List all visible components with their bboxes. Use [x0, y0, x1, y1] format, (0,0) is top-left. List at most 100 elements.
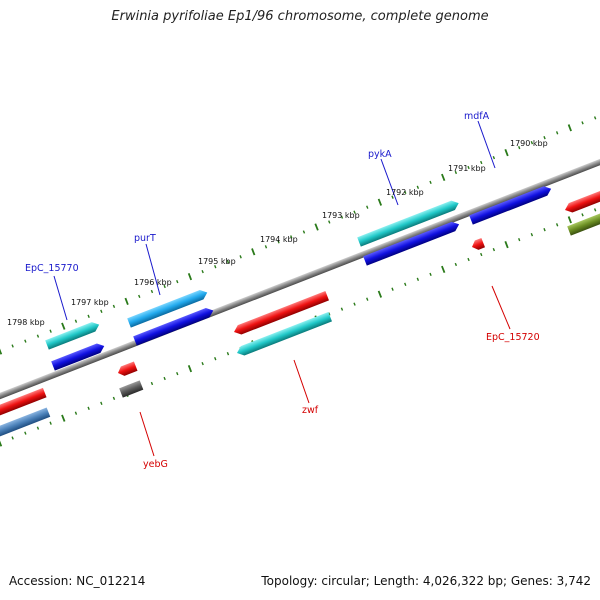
leader-epc15770 — [53, 275, 68, 321]
scale-tick — [49, 421, 52, 425]
scale-tick — [340, 307, 344, 311]
gene-label-pyka: pykA — [368, 149, 392, 160]
gene-label-mdfa: mdfA — [464, 111, 490, 122]
scale-tick — [454, 262, 458, 267]
scale-tick — [530, 233, 534, 237]
scale-tick — [353, 210, 356, 214]
scale-label-1794: 1794 kbp — [260, 235, 298, 244]
scale-tick — [454, 170, 458, 175]
scale-tick — [567, 216, 572, 224]
scale-tick — [36, 334, 40, 338]
scale-tick — [11, 344, 14, 348]
scale-tick — [163, 284, 166, 289]
scale-tick — [543, 228, 546, 232]
scale-tick — [214, 357, 217, 361]
leader-purt — [145, 243, 161, 296]
chromosome-backbone — [0, 142, 600, 410]
scale-tick — [391, 287, 394, 291]
scale-tick — [0, 348, 3, 355]
scale-tick — [11, 436, 14, 440]
scale-label-1797: 1797 kbp — [71, 298, 109, 307]
scale-tick — [518, 238, 521, 242]
leader-mdfa — [477, 120, 496, 169]
scale-tick — [504, 148, 509, 157]
scale-tick — [176, 279, 179, 284]
gene-label-purt: purT — [134, 233, 156, 244]
scale-tick — [581, 121, 584, 125]
cds-mdfa-arrow — [469, 186, 552, 225]
scale-tick — [0, 440, 3, 447]
gene-pyka-arrow — [357, 200, 459, 247]
scale-tick — [366, 205, 369, 209]
leader-yebg — [139, 411, 155, 457]
scale-tick — [567, 124, 572, 132]
gene-right-edge-arrow — [567, 204, 600, 236]
scale-tick — [24, 339, 27, 343]
scale-tick — [150, 289, 154, 294]
scale-tick — [543, 136, 546, 140]
scale-tick — [61, 322, 66, 330]
scale-tick — [467, 257, 470, 262]
scale-tick — [593, 208, 597, 212]
gene-left-edge-arrow — [0, 407, 51, 443]
scale-tick — [416, 277, 420, 281]
scale-tick — [214, 265, 217, 269]
scale-label-1795: 1795 kbp — [198, 257, 236, 266]
scale-tick — [277, 240, 280, 244]
accession-text: Accession: NC_012214 — [9, 574, 146, 588]
scale-tick — [124, 297, 129, 306]
leader-pyka — [380, 158, 399, 206]
scale-tick — [187, 272, 193, 281]
scale-tick — [24, 431, 27, 435]
scale-tick — [555, 223, 559, 227]
scale-tick — [163, 376, 166, 381]
leader-epc15720 — [491, 285, 511, 330]
scale-tick — [87, 406, 90, 410]
scale-tick — [264, 245, 268, 249]
scale-tick — [138, 294, 141, 299]
scale-tick — [100, 401, 103, 405]
scale-tick — [176, 371, 179, 376]
cds-epc15720-arrow — [472, 237, 485, 250]
cds-right-edge-arrow — [565, 183, 600, 213]
scale-tick — [100, 309, 103, 313]
scale-tick — [404, 190, 407, 194]
scale-tick — [74, 319, 78, 323]
gene-yebg-arrow — [119, 380, 144, 398]
scale-tick — [328, 312, 331, 316]
scale-tick — [36, 426, 40, 430]
scale-tick — [49, 329, 52, 333]
scale-tick — [504, 240, 509, 249]
scale-tick — [239, 255, 242, 259]
scale-tick — [340, 215, 344, 219]
scale-tick — [377, 198, 383, 206]
scale-label-1798: 1798 kbp — [7, 318, 45, 327]
scale-tick — [226, 260, 230, 264]
scale-label-1793: 1793 kbp — [322, 211, 360, 220]
scale-tick — [377, 290, 383, 298]
cds-purt-arrow — [133, 308, 214, 346]
scale-tick — [353, 302, 356, 306]
scale-tick — [518, 146, 521, 150]
scale-tick — [467, 165, 470, 170]
scale-tick — [429, 180, 432, 185]
gene-zwf-arrow — [237, 312, 332, 356]
scale-tick — [593, 116, 597, 120]
scale-tick — [87, 314, 90, 318]
cds-zwf-arrow — [234, 291, 329, 335]
cds-left-edge-arrow — [0, 387, 47, 422]
scale-tick — [492, 247, 496, 252]
genome-summary-text: Topology: circular; Length: 4,026,322 bp… — [261, 574, 591, 588]
cds-epc15770-arrow — [51, 343, 105, 371]
scale-tick — [441, 173, 446, 182]
upper-scale-ticks — [0, 116, 597, 355]
scale-tick — [328, 220, 331, 224]
scale-tick — [441, 265, 446, 274]
scale-tick — [251, 248, 256, 256]
map-title: Erwinia pyrifoliae Ep1/96 chromosome, co… — [111, 9, 489, 24]
scale-tick — [187, 364, 193, 373]
scale-tick — [480, 252, 483, 257]
scale-tick — [112, 304, 116, 309]
scale-tick — [61, 414, 66, 422]
